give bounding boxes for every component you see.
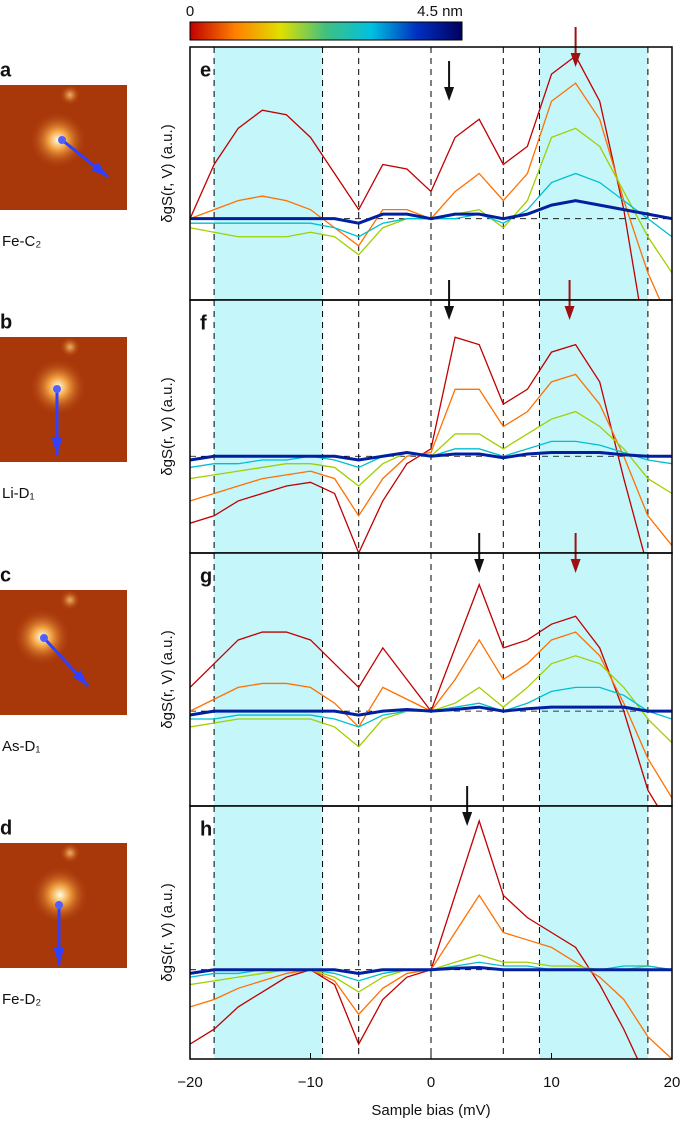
colorbar-min: 0 (186, 3, 194, 20)
series-line (190, 965, 672, 975)
x-tick-label: 0 (427, 1074, 435, 1091)
y-axis-label: δgS(r, V) (a.u.) (159, 883, 176, 981)
x-axis-label: Sample bias (mV) (371, 1102, 490, 1119)
shaded-region (214, 806, 323, 1059)
shaded-region (539, 300, 648, 553)
arrow-head (53, 947, 65, 965)
x-tick-label: 10 (543, 1074, 560, 1091)
panel-label: e (200, 59, 211, 81)
colorbar-max: 4.5 nm (417, 3, 463, 20)
shaded-region (539, 47, 648, 300)
panel-label: f (200, 312, 207, 334)
panel-label: g (200, 565, 212, 587)
lines (190, 582, 672, 806)
side-caption: Fe-C₂ (2, 233, 41, 250)
shaded-region (214, 47, 323, 300)
side-panel-label: c (0, 564, 11, 586)
shaded-region (214, 553, 323, 806)
lines (190, 336, 672, 553)
series-line (190, 373, 672, 546)
arrow-head (51, 437, 63, 455)
image-spot (60, 590, 80, 610)
y-axis-label: δgS(r, V) (a.u.) (159, 124, 176, 222)
image-spot (60, 843, 80, 863)
arrow-head (444, 306, 455, 320)
series-line (190, 199, 672, 225)
image-spot (60, 85, 80, 105)
side-caption: Li-D₁ (2, 485, 35, 502)
stm-image (0, 85, 127, 210)
arrow-start (53, 385, 61, 393)
stm-image (0, 590, 127, 715)
shaded-region (214, 300, 323, 553)
image-spot (60, 337, 80, 357)
panel-label: h (200, 818, 212, 840)
series-line (190, 336, 645, 553)
arrow-head (462, 812, 473, 826)
arrow-head (91, 162, 108, 177)
side-caption: As-D₁ (2, 738, 40, 755)
x-tick-label: 20 (664, 1074, 681, 1091)
arrow-head (72, 669, 88, 686)
colorbar (189, 21, 463, 41)
series-line (190, 705, 672, 717)
side-panel-label: b (0, 311, 12, 333)
arrow-head (444, 87, 455, 101)
y-axis-label: δgS(r, V) (a.u.) (159, 630, 176, 728)
lines (190, 55, 672, 300)
arrow-start (55, 901, 63, 909)
stm-image (0, 843, 127, 968)
lines (190, 818, 672, 1059)
shaded-region (539, 806, 648, 1059)
shaded-region (539, 553, 648, 806)
series-line (190, 451, 672, 462)
x-tick-label: −10 (298, 1074, 323, 1091)
x-tick-label: −20 (177, 1074, 202, 1091)
side-caption: Fe-D₂ (2, 991, 41, 1008)
arrow-head (474, 559, 485, 573)
y-axis-label: δgS(r, V) (a.u.) (159, 377, 176, 475)
side-panel-label: a (0, 59, 12, 81)
series-line (190, 55, 640, 300)
arrow-head (570, 559, 581, 573)
arrow-start (40, 634, 48, 642)
arrow-head (570, 53, 581, 67)
side-panel-label: d (0, 817, 12, 839)
arrow-start (58, 136, 66, 144)
arrow-head (564, 306, 575, 320)
image-spot (32, 867, 88, 923)
stm-image (0, 337, 127, 462)
